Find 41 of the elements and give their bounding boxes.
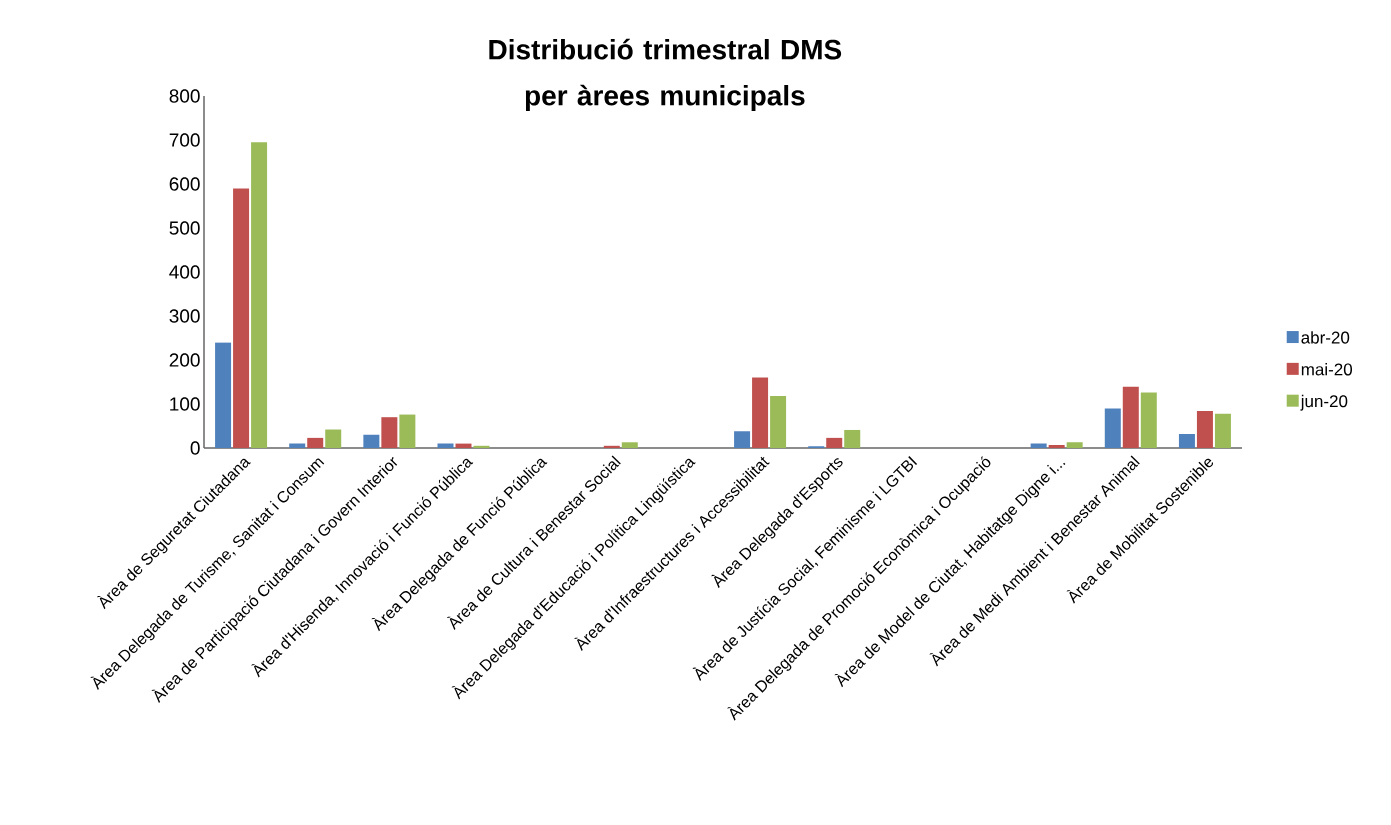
chart-title: Distribució trimestral DMS per àrees municipals xyxy=(489,38,842,112)
bar xyxy=(1122,386,1139,448)
bar xyxy=(621,442,638,448)
bar xyxy=(1140,392,1157,448)
bar xyxy=(251,142,268,448)
y-tick-label: 600 xyxy=(169,177,200,191)
legend-label: jun-20 xyxy=(1300,394,1348,411)
bar xyxy=(399,414,416,448)
bar xyxy=(1066,442,1083,448)
bar xyxy=(437,443,454,448)
bar xyxy=(455,443,472,448)
bar xyxy=(1196,411,1213,448)
bar xyxy=(363,434,380,448)
bar xyxy=(770,396,787,448)
y-tick-label: 100 xyxy=(170,397,200,411)
bar xyxy=(289,443,306,448)
bar xyxy=(381,417,398,448)
bar xyxy=(1048,444,1065,448)
bar xyxy=(215,342,232,448)
bar xyxy=(1214,413,1231,448)
y-tick-label: 500 xyxy=(169,221,200,235)
y-tick-label: 400 xyxy=(169,265,200,279)
bar xyxy=(826,437,843,448)
bar xyxy=(1030,443,1047,448)
legend-label: abr-20 xyxy=(1301,331,1350,344)
legend-label: mai-20 xyxy=(1301,362,1353,376)
y-tick-label: 800 xyxy=(169,89,200,103)
y-tick-label: 200 xyxy=(169,353,200,367)
y-tick-label: 300 xyxy=(169,309,200,323)
bar xyxy=(325,429,342,448)
y-tick-label: 700 xyxy=(169,133,200,147)
y-tick-label: 0 xyxy=(190,441,200,455)
bar xyxy=(752,377,769,448)
bar xyxy=(233,188,250,448)
bar xyxy=(1178,433,1195,448)
bar xyxy=(307,437,324,448)
bar xyxy=(473,445,490,448)
bar xyxy=(844,429,861,448)
bar xyxy=(603,445,620,448)
bar xyxy=(1104,408,1121,448)
bar xyxy=(734,431,751,448)
